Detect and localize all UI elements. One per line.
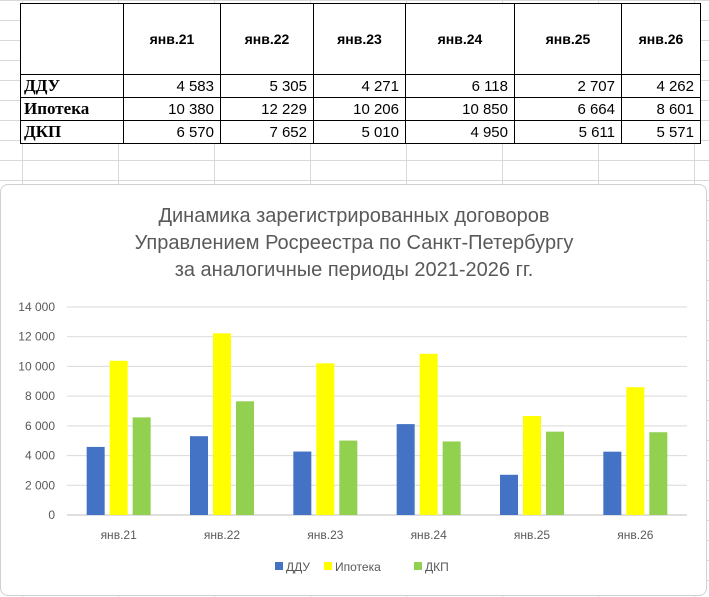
row-label[interactable]: Ипотека (20, 97, 124, 121)
table-cell[interactable]: 6 570 (123, 120, 221, 144)
data-table: янв.21 янв.22 янв.23 янв.24 янв.25 янв.2… (20, 3, 701, 144)
legend[interactable]: ДДУ Ипотека ДКП (275, 560, 449, 574)
bar-2 (626, 387, 645, 515)
gridlines (67, 306, 687, 516)
table-cell[interactable]: 7 652 (220, 120, 314, 144)
table-cell[interactable]: 4 950 (405, 120, 515, 144)
table-cell[interactable]: 6 664 (514, 97, 622, 121)
y-tick-label: 4 000 (25, 449, 55, 463)
bar-3 (236, 401, 254, 515)
legend-label: Ипотека (335, 560, 381, 574)
bar-1 (500, 474, 518, 515)
bar-2 (419, 353, 438, 515)
table-cell[interactable]: 2 707 (514, 74, 622, 98)
bar-3 (339, 440, 358, 515)
bar-1 (190, 436, 208, 515)
table-cell[interactable]: 10 206 (313, 97, 406, 121)
table-cell[interactable]: 8 601 (621, 97, 701, 121)
bar-1 (86, 446, 105, 515)
chart-title-line: за аналогичные периоды 2021-2026 гг. (175, 259, 534, 281)
bar-3 (132, 417, 151, 515)
table-corner-cell[interactable] (20, 3, 124, 75)
x-tick-label: янв.24 (411, 528, 448, 542)
table-cell[interactable]: 5 305 (220, 74, 314, 98)
y-tick-label: 14 000 (18, 300, 55, 314)
row-label[interactable]: ДКП (20, 120, 124, 144)
legend-label: ДКП (425, 560, 449, 574)
table-cell[interactable]: 12 229 (220, 97, 314, 121)
bar-1 (293, 451, 312, 515)
table-cell[interactable]: 10 380 (123, 97, 221, 121)
bar-1 (396, 424, 415, 515)
legend-label: ДДУ (286, 560, 310, 574)
column-header[interactable]: янв.21 (123, 3, 221, 75)
chart-title-line: Управлением Росреестра по Санкт-Петербур… (135, 232, 574, 254)
x-tick-label: янв.21 (101, 528, 138, 542)
y-tick-label: 0 (48, 508, 55, 522)
column-header[interactable]: янв.23 (313, 3, 406, 75)
table-cell[interactable]: 4 262 (621, 74, 701, 98)
bar-2 (316, 363, 335, 515)
bar-1 (603, 451, 622, 515)
bar-3 (442, 441, 461, 515)
bars (86, 333, 668, 515)
table-row: Ипотека 10 380 12 229 10 206 10 850 6 66… (20, 97, 701, 121)
x-tick-label: янв.22 (204, 528, 241, 542)
y-axis: 0 2 000 4 000 6 000 8 000 10 000 12 000 14 000 (18, 300, 55, 522)
bar-2 (109, 360, 128, 515)
bar-3 (546, 431, 564, 515)
table-cell[interactable]: 10 850 (405, 97, 515, 121)
y-tick-label: 12 000 (18, 330, 55, 344)
x-tick-label: янв.25 (514, 528, 551, 542)
row-label[interactable]: ДДУ (20, 74, 124, 98)
x-tick-label: янв.26 (617, 528, 654, 542)
legend-swatch (275, 562, 283, 570)
bar-2 (523, 415, 541, 515)
table-cell[interactable]: 6 118 (405, 74, 515, 98)
x-tick-label: янв.23 (307, 528, 344, 542)
table-cell[interactable]: 5 611 (514, 120, 622, 144)
table-cell[interactable]: 5 571 (621, 120, 701, 144)
table-row: ДКП 6 570 7 652 5 010 4 950 5 611 5 571 (20, 120, 701, 144)
column-header[interactable]: янв.22 (220, 3, 314, 75)
bar-chart: Динамика зарегистрированных договоров Уп… (18, 205, 687, 574)
bar-2 (213, 333, 231, 515)
table-row: ДДУ 4 583 5 305 4 271 6 118 2 707 4 262 (20, 74, 701, 98)
x-axis: янв.21 янв.22 янв.23 янв.24 янв.25 янв.26 (101, 528, 654, 542)
y-tick-label: 10 000 (18, 359, 55, 373)
bar-3 (649, 432, 668, 515)
y-tick-label: 2 000 (25, 478, 55, 492)
column-header[interactable]: янв.26 (621, 3, 701, 75)
table-header-row: янв.21 янв.22 янв.23 янв.24 янв.25 янв.2… (20, 3, 701, 75)
y-tick-label: 6 000 (25, 419, 55, 433)
chart-panel[interactable]: Динамика зарегистрированных договоров Уп… (0, 184, 707, 596)
legend-swatch (324, 562, 332, 570)
column-header[interactable]: янв.24 (405, 3, 515, 75)
table-cell[interactable]: 4 583 (123, 74, 221, 98)
table-cell[interactable]: 5 010 (313, 120, 406, 144)
column-header[interactable]: янв.25 (514, 3, 622, 75)
chart-title-line: Динамика зарегистрированных договоров (158, 205, 549, 227)
table-cell[interactable]: 4 271 (313, 74, 406, 98)
y-tick-label: 8 000 (25, 389, 55, 403)
legend-swatch (414, 562, 422, 570)
